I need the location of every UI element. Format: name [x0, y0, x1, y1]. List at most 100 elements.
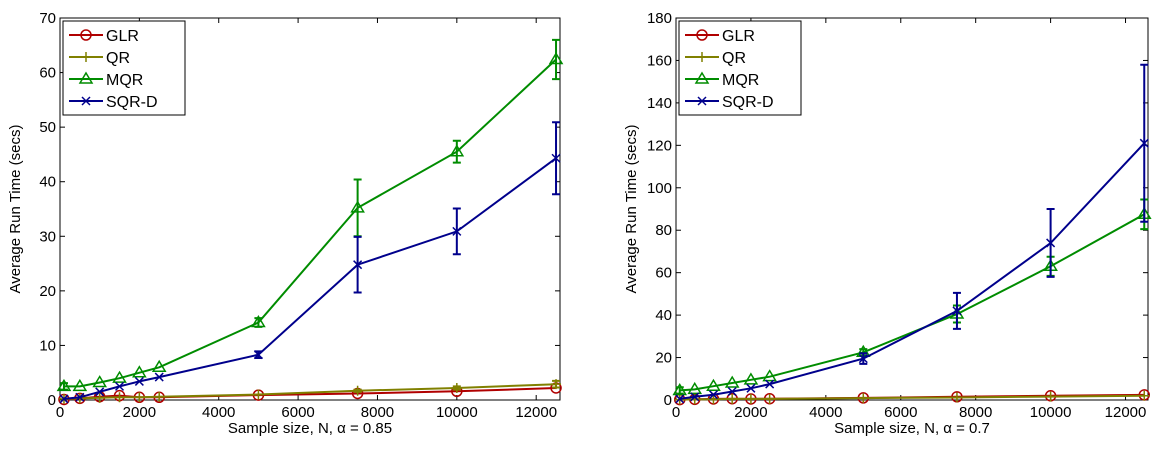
y-tick-label: 120: [647, 137, 672, 154]
data-point: [551, 379, 562, 390]
x-tick-label: 0: [56, 404, 64, 421]
legend-marker: [80, 29, 92, 41]
series-mqr: [672, 198, 1152, 396]
y-tick-label: 100: [647, 180, 672, 197]
y-tick-label: 160: [647, 52, 672, 69]
x-tick-label: 2000: [123, 404, 156, 421]
legend-label: GLR: [106, 28, 139, 45]
series-line: [63, 383, 557, 400]
data-point: [112, 370, 127, 383]
y-axis-label: Average Run Time (secs): [7, 125, 24, 294]
y-tick-label: 50: [39, 119, 56, 136]
data-point: [1046, 238, 1056, 248]
data-point: [858, 393, 869, 404]
data-point: [727, 393, 738, 404]
y-tick-label: 0: [48, 392, 56, 409]
plot-frame: [675, 17, 1149, 401]
legend-marker: [78, 71, 94, 84]
data-point: [765, 379, 775, 389]
legend-label: MQR: [106, 72, 143, 89]
legend-label: SQR-D: [106, 94, 158, 111]
x-tick-label: 4000: [202, 404, 235, 421]
x-tick-label: 2000: [734, 404, 767, 421]
data-point: [95, 387, 105, 397]
data-point: [253, 350, 263, 360]
y-tick-label: 20: [655, 350, 672, 367]
x-tick-label: 0: [672, 404, 680, 421]
y-tick-label: 60: [39, 65, 56, 82]
data-point: [452, 226, 462, 236]
y-tick-label: 70: [39, 10, 56, 27]
y-tick-label: 60: [655, 265, 672, 282]
y-tick-label: 10: [39, 337, 56, 354]
x-axis-label: Sample size, N, α = 0.85: [228, 420, 392, 437]
legend-label: MQR: [722, 72, 759, 89]
data-point: [952, 306, 962, 316]
legend-marker: [697, 52, 707, 62]
y-tick-label: 40: [655, 307, 672, 324]
series-line: [679, 142, 1146, 400]
data-point: [745, 393, 756, 404]
x-tick-label: 8000: [959, 404, 992, 421]
data-point: [253, 389, 264, 400]
data-point: [154, 391, 165, 402]
legend: GLR QR MQR SQR-D: [62, 20, 186, 116]
data-point: [706, 378, 721, 391]
y-tick-label: 20: [39, 283, 56, 300]
data-point: [75, 392, 85, 402]
x-tick-label: 4000: [809, 404, 842, 421]
data-point: [675, 394, 685, 404]
data-point: [727, 386, 737, 397]
data-point: [72, 378, 88, 392]
y-tick-label: 30: [39, 228, 56, 245]
series-line: [679, 213, 1145, 392]
data-point: [1045, 391, 1056, 402]
series-qr: [58, 379, 562, 404]
data-point: [154, 372, 164, 382]
series-qr: [674, 390, 1150, 405]
data-point: [687, 381, 703, 395]
series-sqr-d: [59, 121, 561, 404]
data-point: [352, 385, 363, 396]
legend-label: QR: [722, 50, 746, 67]
data-point: [743, 372, 759, 385]
data-point: [92, 375, 108, 388]
series-line: [679, 394, 1145, 401]
data-point: [951, 392, 962, 403]
data-point: [134, 392, 145, 403]
y-tick-label: 180: [647, 10, 672, 27]
y-tick-label: 140: [647, 95, 672, 112]
legend-marker: [694, 71, 710, 84]
data-point: [451, 382, 462, 393]
data-point: [690, 392, 700, 402]
data-point: [708, 394, 719, 405]
y-tick-label: 40: [39, 174, 56, 191]
legend-marker: [81, 96, 91, 106]
data-point: [114, 392, 125, 403]
series-sqr-d: [675, 63, 1149, 404]
y-axis-label: Average Run Time (secs): [623, 125, 640, 294]
y-tick-label: 0: [664, 392, 672, 409]
legend-marker: [697, 96, 707, 106]
legend-label: SQR-D: [722, 94, 774, 111]
data-point: [94, 392, 105, 403]
x-tick-label: 6000: [884, 404, 917, 421]
series-line: [64, 58, 557, 388]
data-point: [708, 390, 718, 400]
data-point: [134, 376, 144, 386]
data-point: [132, 365, 147, 378]
data-point: [1139, 138, 1149, 148]
data-point: [56, 378, 72, 392]
x-tick-label: 6000: [281, 404, 314, 421]
x-axis-label: Sample size, N, α = 0.7: [834, 420, 990, 437]
legend-label: GLR: [722, 28, 755, 45]
x-tick-label: 12000: [1105, 404, 1147, 421]
data-point: [746, 383, 756, 393]
data-point: [762, 369, 777, 382]
data-point: [151, 359, 167, 373]
data-point: [114, 381, 125, 391]
legend-marker: [696, 29, 708, 41]
series-line: [63, 157, 557, 400]
data-point: [353, 260, 363, 270]
